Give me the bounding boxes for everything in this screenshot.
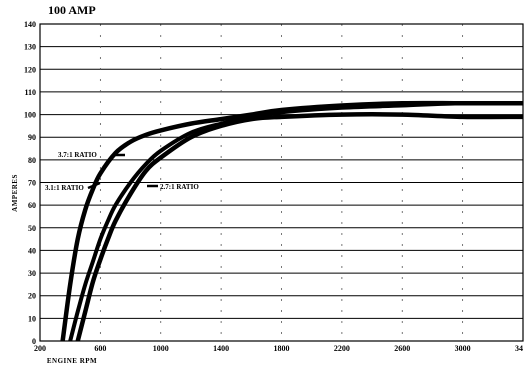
x-tick-labels: 200 600 1000 1400 1800 2200 2600 3000 34 [34, 344, 523, 353]
x-tick-label: 2600 [394, 344, 410, 353]
x-tick-label: 1400 [213, 344, 229, 353]
y-tick-label: 80 [28, 156, 36, 165]
y-tick-label: 90 [28, 133, 36, 142]
annotation-arrow [87, 181, 101, 190]
y-tick-label: 140 [24, 20, 36, 29]
x-tick-label: 1800 [274, 344, 290, 353]
y-tick-label: 110 [24, 88, 36, 97]
x-tick-label: 200 [34, 344, 46, 353]
y-tick-label: 20 [28, 292, 36, 301]
y-tick-label: 100 [24, 111, 36, 120]
annotation-label: 3.7:1 RATIO [58, 151, 97, 159]
y-tick-label: 70 [28, 179, 36, 188]
y-tick-labels: 0 10 20 30 40 50 60 70 80 90 100 110 120 130 140 [24, 20, 36, 346]
annotation-label: 3.1:1 RATIO [45, 184, 84, 192]
y-tick-label: 40 [28, 246, 36, 255]
x-axis-label: ENGINE RPM [47, 357, 97, 365]
y-tick-label: 120 [24, 65, 36, 74]
y-tick-label: 30 [28, 269, 36, 278]
annotation-label: 2.7:1 RATIO [160, 183, 199, 191]
series-line-2 [68, 101, 523, 341]
grid-lines [39, 23, 524, 342]
x-tick-label: 34 [515, 344, 523, 353]
x-tick-label: 3000 [455, 344, 471, 353]
y-axis-label: AMPERES [11, 174, 19, 212]
x-tick-label: 600 [94, 344, 106, 353]
x-tick-label: 2200 [334, 344, 350, 353]
y-tick-label: 10 [28, 314, 36, 323]
y-tick-label: 130 [24, 43, 36, 52]
plot-frame [39, 23, 524, 342]
chart-title: 100 AMP [48, 3, 96, 17]
y-tick-label: 50 [28, 224, 36, 233]
series-line-1 [60, 100, 523, 341]
y-tick-label: 0 [32, 337, 36, 346]
x-tick-label: 1000 [153, 344, 169, 353]
y-tick-label: 60 [28, 201, 36, 210]
series-line-3 [75, 112, 523, 341]
series-annotations: 3.7:1 RATIO 3.1:1 RATIO 2.7:1 RATIO [45, 151, 199, 192]
data-series [60, 100, 523, 341]
